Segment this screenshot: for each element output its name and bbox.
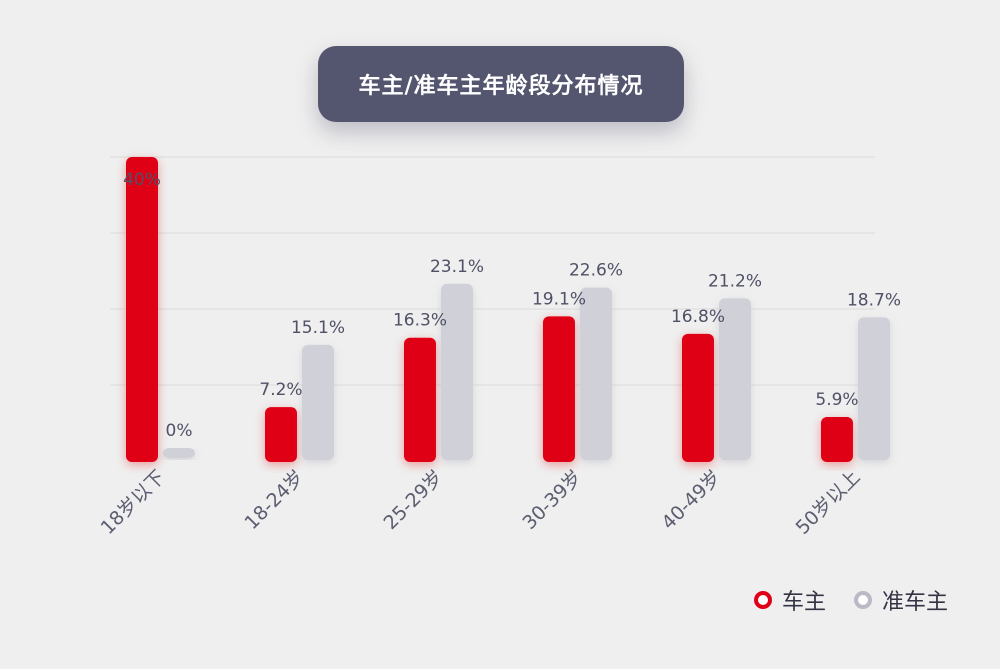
bar-owner [126, 157, 158, 462]
data-label-prospect: 23.1% [430, 257, 484, 277]
x-tick-label: 30-39岁 [518, 466, 586, 534]
bar-prospect [441, 283, 473, 460]
x-tick-label: 18-24岁 [240, 466, 308, 534]
legend-item-prospect: 准车主 [853, 584, 948, 616]
bar-owner [404, 337, 436, 462]
data-label-prospect: 0% [166, 421, 193, 441]
data-label-owner: 7.2% [259, 380, 302, 400]
data-label-prospect: 18.7% [847, 290, 901, 310]
chart-title: 车主/准车主年龄段分布情况 [358, 74, 644, 99]
legend-owner-marker [753, 591, 772, 609]
x-tick-label: 50岁以上 [792, 466, 865, 539]
legend-prospect-label: 准车主 [881, 590, 948, 615]
bar-prospect [580, 287, 612, 460]
bar-owner [682, 333, 714, 462]
bar-owner [265, 407, 297, 462]
x-tick-label: 40-49岁 [657, 466, 725, 534]
legend-owner-label: 车主 [781, 590, 826, 615]
data-label-prospect: 22.6% [569, 261, 623, 281]
data-label-prospect: 21.2% [708, 271, 762, 291]
legend-item-owner: 车主 [753, 584, 826, 616]
data-label-owner: 5.9% [815, 390, 858, 410]
bar-prospect [719, 298, 751, 460]
data-label-owner: 16.3% [393, 311, 447, 331]
data-label-owner: 19.1% [532, 289, 586, 309]
bar-prospect [858, 317, 890, 460]
data-label-owner: 40% [123, 170, 161, 190]
data-label-prospect: 15.1% [291, 318, 345, 338]
bar-owner [821, 417, 853, 462]
bars [126, 157, 890, 462]
bar-prospect [302, 344, 334, 460]
bar-prospect [163, 448, 195, 458]
bar-owner [543, 316, 575, 462]
legend-prospect-marker [853, 591, 872, 609]
legend: 车主 准车主 [753, 584, 948, 616]
x-tick-label: 18岁以下 [97, 466, 170, 539]
x-axis-tick-labels: 18岁以下 18-24岁 25-29岁 30-39岁 40-49岁 50岁以上 [97, 466, 865, 539]
data-labels: 40% 0% 7.2% 15.1% 16.3% 23.1% 19.1% 22.6% 16.8% 2… [123, 170, 901, 441]
data-label-owner: 16.8% [671, 307, 725, 327]
chart-title-box: 车主/准车主年龄段分布情况 [318, 46, 684, 122]
x-tick-label: 25-29岁 [379, 466, 447, 534]
